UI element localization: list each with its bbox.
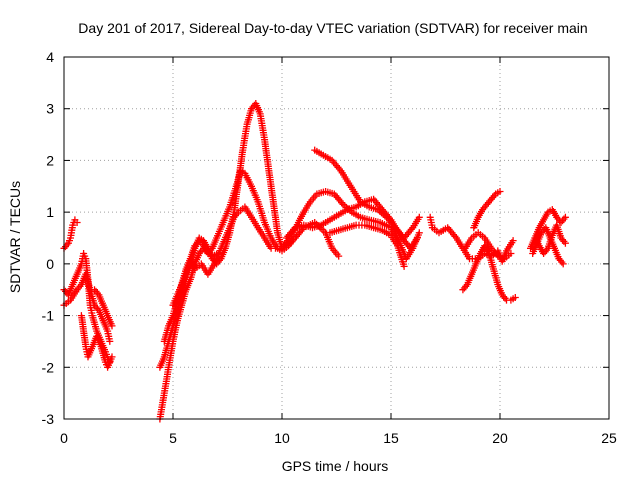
data-point [561, 213, 569, 221]
grid [64, 57, 609, 419]
data-point [559, 260, 567, 268]
data-point [415, 229, 423, 237]
data-point [496, 188, 504, 195]
y-tick-label: 2 [46, 152, 54, 168]
data-point [291, 234, 299, 242]
data-point [335, 252, 343, 260]
y-tick-label: 3 [46, 101, 54, 117]
y-tick-label: -1 [42, 308, 55, 324]
y-tick-label: 0 [46, 256, 54, 272]
x-tick-label: 20 [492, 430, 508, 446]
chart-title: Day 201 of 2017, Sidereal Day-to-day VTE… [78, 20, 587, 36]
data-point [509, 237, 517, 245]
data-point [108, 353, 116, 361]
x-tick-label: 5 [169, 430, 177, 446]
data-point [511, 294, 519, 301]
x-tick-label: 25 [601, 430, 617, 446]
x-tick-label: 10 [274, 430, 290, 446]
x-axis-label: GPS time / hours [282, 458, 389, 474]
x-tick-label: 15 [383, 430, 399, 446]
data-points [60, 100, 569, 423]
data-point [400, 262, 408, 270]
data-point [415, 213, 423, 221]
y-tick-label: -3 [42, 411, 55, 427]
data-point [215, 250, 223, 257]
plot-frame [63, 56, 610, 420]
data-point [108, 322, 116, 330]
data-point [73, 219, 81, 226]
data-point [272, 244, 279, 252]
data-point [507, 250, 515, 257]
data-point [413, 234, 421, 242]
axis-ticks: 0 5 10 15 20 25 -3 -2 -1 0 1 2 3 4 [42, 49, 617, 446]
x-tick-label: 0 [60, 430, 68, 446]
data-point [561, 239, 569, 247]
y-tick-label: 1 [46, 204, 54, 220]
y-tick-label: 4 [46, 49, 54, 65]
y-tick-label: -2 [42, 359, 55, 375]
y-axis-label: SDTVAR / TECUs [7, 181, 23, 293]
data-point [106, 337, 114, 345]
